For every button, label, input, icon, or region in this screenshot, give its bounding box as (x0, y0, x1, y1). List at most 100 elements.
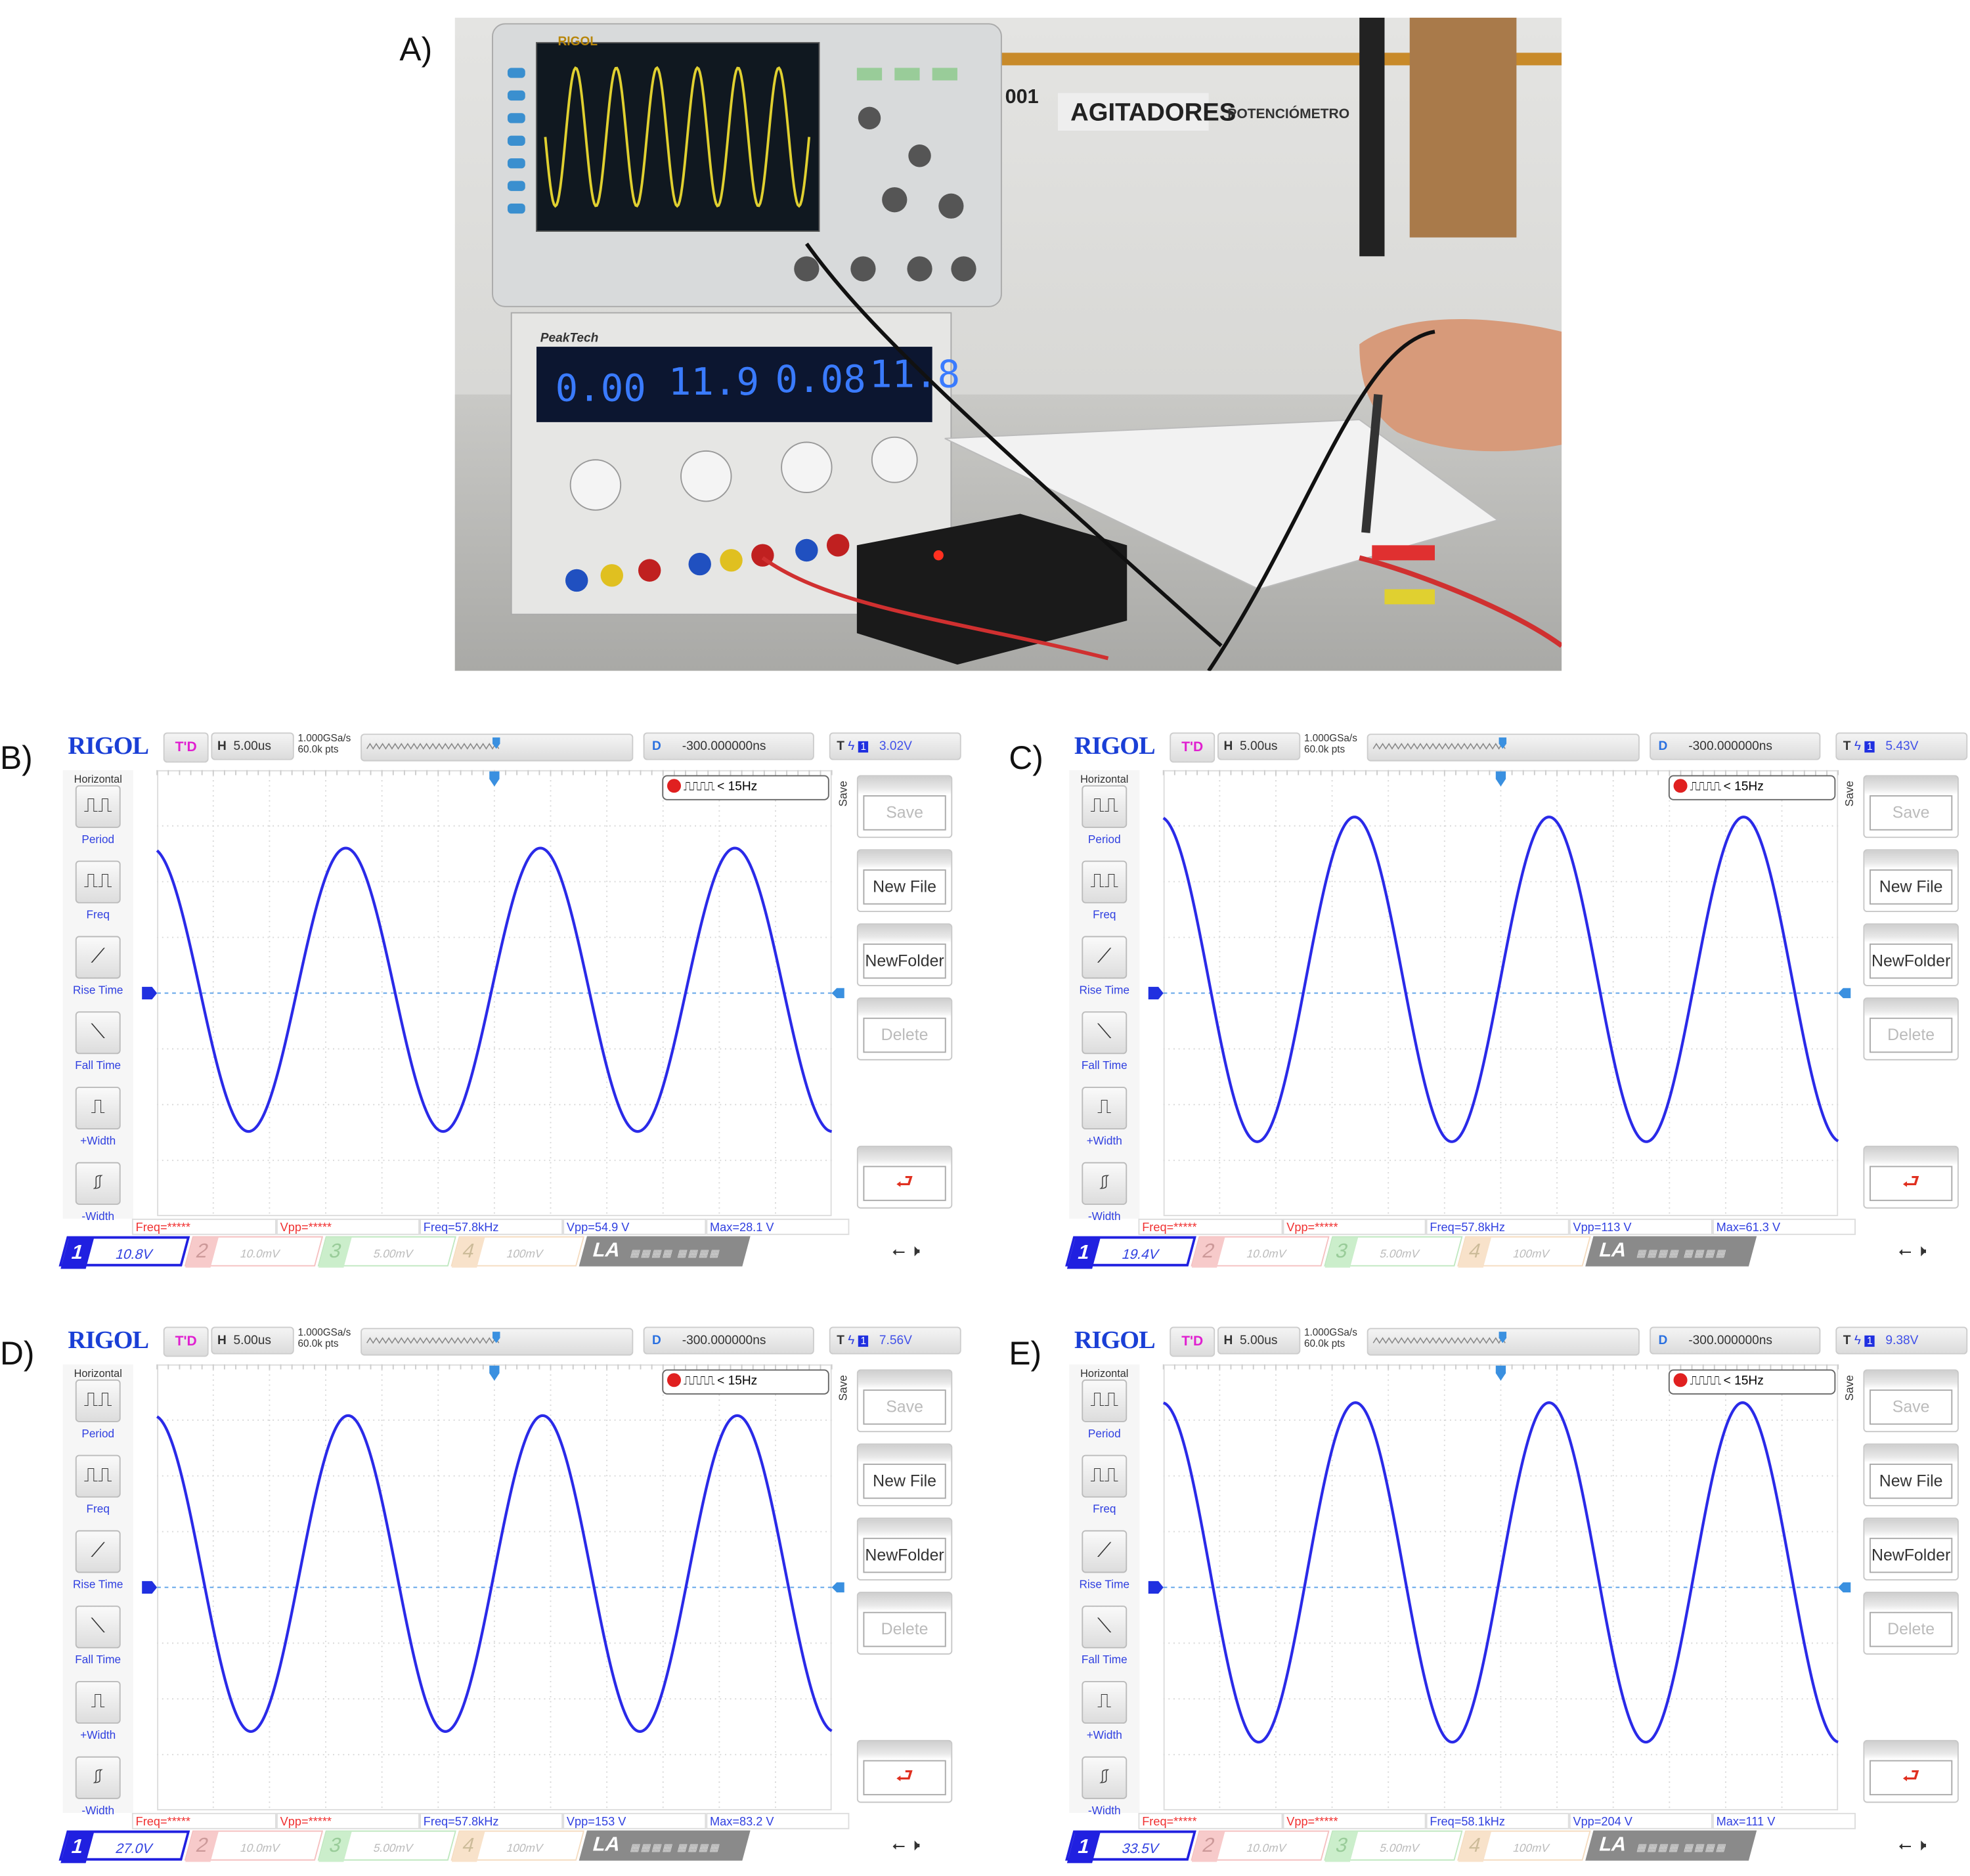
trigger-box[interactable]: T ϟ 1 9.38V (1835, 1326, 1968, 1355)
measure-max-ch1: Max=83.2 V (706, 1812, 850, 1829)
logic-analyzer-tab[interactable]: LA ▦▦▦▦ ▦▦▦▦ (579, 1236, 751, 1267)
trigger-level-marker (1838, 1582, 1851, 1593)
delete-softkey[interactable]: Delete (1863, 997, 1959, 1060)
channel-4-tab[interactable]: 4 100mV (450, 1830, 585, 1862)
return-softkey[interactable]: ⮐ (856, 1145, 953, 1209)
logic-analyzer-tab[interactable]: LA ▦▦▦▦ ▦▦▦▦ (1585, 1830, 1757, 1861)
new-file-softkey[interactable]: New File (1863, 849, 1959, 913)
measure-fall-time-icon[interactable]: ⟍ (1082, 1011, 1127, 1055)
new-folder-softkey[interactable]: NewFolder (856, 923, 953, 986)
measure-period-icon[interactable]: ⎍⎍ (1082, 1379, 1127, 1422)
timebase-box[interactable]: H 5.00us (211, 732, 294, 760)
new-file-softkey[interactable]: New File (856, 1443, 953, 1507)
measure-label: Period (81, 833, 115, 846)
measure-sidebar: Horizontal ⎍⎍ Period ⎍⎍ Freq ⟋ Rise Time ⟍ Fall… (1069, 1364, 1140, 1817)
new-file-softkey[interactable]: New File (856, 849, 953, 913)
timebase-box[interactable]: H 5.00us (211, 1326, 294, 1355)
measure-rise-time-icon[interactable]: ⟋ (1082, 936, 1127, 979)
measure-rise-time-icon[interactable]: ⟋ (75, 1530, 121, 1573)
usb-sound-icons: ⭠ 🕨 (892, 1241, 920, 1261)
measure-freq-icon[interactable]: ⎍⎍ (1082, 860, 1127, 904)
channel-3-tab[interactable]: 3 5.00mV (317, 1830, 456, 1862)
measure-label: Fall Time (1081, 1653, 1127, 1667)
channel-4-tab[interactable]: 4 100mV (450, 1236, 585, 1268)
delete-softkey[interactable]: Delete (856, 997, 953, 1060)
trigger-box[interactable]: T ϟ 1 5.43V (1835, 732, 1968, 760)
new-file-softkey[interactable]: New File (1863, 1443, 1959, 1507)
measure-width-icon[interactable]: ⎎ (1082, 1162, 1127, 1205)
save-softkey[interactable]: Save (1863, 775, 1959, 839)
channel-2-tab[interactable]: 2 10.0mV (1191, 1830, 1330, 1862)
channel-2-tab[interactable]: 2 10.0mV (1191, 1236, 1330, 1268)
return-softkey[interactable]: ⮐ (1863, 1739, 1959, 1803)
measure-freq-icon[interactable]: ⎍⎍ (75, 860, 121, 904)
timebase-box[interactable]: H 5.00us (1217, 732, 1301, 760)
trigger-status[interactable]: T'D (1170, 1326, 1215, 1357)
measure-fall-time-icon[interactable]: ⟍ (75, 1011, 121, 1055)
measure-freq-ch2: Freq=***** (131, 1812, 276, 1829)
save-softkey[interactable]: Save (1863, 1369, 1959, 1433)
measure-period-icon[interactable]: ⎍⎍ (75, 785, 121, 828)
measure-width-icon[interactable]: ⎍ (75, 1087, 121, 1130)
return-softkey[interactable]: ⮐ (856, 1739, 953, 1803)
measure-width-icon[interactable]: ⎎ (75, 1162, 121, 1205)
channel-2-tab[interactable]: 2 10.0mV (184, 1236, 324, 1268)
trigger-status[interactable]: T'D (163, 1326, 209, 1357)
channel-3-tab[interactable]: 3 5.00mV (1324, 1236, 1463, 1268)
save-softkey[interactable]: Save (856, 1369, 953, 1433)
measure-width-icon[interactable]: ⎎ (75, 1756, 121, 1799)
measure-freq-ch2: Freq=***** (1138, 1812, 1283, 1829)
logic-analyzer-tab[interactable]: LA ▦▦▦▦ ▦▦▦▦ (579, 1830, 751, 1861)
measure-freq-icon[interactable]: ⎍⎍ (75, 1454, 121, 1498)
delay-box[interactable]: D -300.000000ns (643, 732, 814, 760)
channel-1-tab[interactable]: 1 19.4V (1065, 1236, 1196, 1269)
channel-3-tab[interactable]: 3 5.00mV (1324, 1830, 1463, 1862)
measure-width-icon[interactable]: ⎍ (1082, 1087, 1127, 1130)
channel-4-tab[interactable]: 4 100mV (1457, 1236, 1591, 1268)
measure-width-icon[interactable]: ⎎ (1082, 1756, 1127, 1799)
trigger-level-marker (1838, 988, 1851, 999)
measure-width-icon[interactable]: ⎍ (1082, 1680, 1127, 1724)
new-folder-softkey[interactable]: NewFolder (856, 1517, 953, 1581)
delete-softkey[interactable]: Delete (1863, 1592, 1959, 1655)
trigger-box[interactable]: T ϟ 1 7.56V (829, 1326, 961, 1355)
measure-rise-time-icon[interactable]: ⟋ (1082, 1530, 1127, 1573)
measure-label: +Width (1086, 1728, 1122, 1741)
delay-box[interactable]: D -300.000000ns (1650, 1326, 1821, 1355)
channel-4-tab[interactable]: 4 100mV (1457, 1830, 1591, 1862)
timebase-value: 5.00us (233, 1334, 271, 1348)
figure-label-c: C) (1009, 739, 1043, 777)
scope-panel-e: RIGOL T'D H 5.00us 1.000GSa/s 60.0k pts D… (1065, 1322, 1970, 1864)
trigger-box[interactable]: T ϟ 1 3.02V (829, 732, 961, 760)
timebase-box[interactable]: H 5.00us (1217, 1326, 1301, 1355)
usb-icon: ⭠ (1898, 1835, 1912, 1855)
new-folder-softkey[interactable]: NewFolder (1863, 1517, 1959, 1581)
channel-3-tab[interactable]: 3 5.00mV (317, 1236, 456, 1268)
save-softkey[interactable]: Save (856, 775, 953, 839)
measure-fall-time-icon[interactable]: ⟍ (1082, 1605, 1127, 1649)
logic-analyzer-tab[interactable]: LA ▦▦▦▦ ▦▦▦▦ (1585, 1236, 1757, 1267)
delay-box[interactable]: D -300.000000ns (643, 1326, 814, 1355)
return-softkey[interactable]: ⮐ (1863, 1145, 1959, 1209)
measure-period-icon[interactable]: ⎍⎍ (1082, 785, 1127, 828)
memory-timeline[interactable] (361, 1328, 634, 1356)
measure-period-icon[interactable]: ⎍⎍ (75, 1379, 121, 1422)
channel-1-tab[interactable]: 1 10.8V (58, 1236, 190, 1269)
channel-1-tab[interactable]: 1 33.5V (1065, 1830, 1196, 1864)
memory-timeline[interactable] (1367, 733, 1640, 762)
trigger-status[interactable]: T'D (1170, 732, 1215, 763)
channel-2-tab[interactable]: 2 10.0mV (184, 1830, 324, 1862)
delay-box[interactable]: D -300.000000ns (1650, 732, 1821, 760)
delay-icon: D (652, 739, 661, 754)
channel-1-tab[interactable]: 1 27.0V (58, 1830, 190, 1864)
memory-timeline[interactable] (1367, 1328, 1640, 1356)
new-folder-softkey[interactable]: NewFolder (1863, 923, 1959, 986)
measure-freq-icon[interactable]: ⎍⎍ (1082, 1454, 1127, 1498)
ch1-ground-marker (142, 986, 158, 1000)
measure-rise-time-icon[interactable]: ⟋ (75, 936, 121, 979)
measure-width-icon[interactable]: ⎍ (75, 1680, 121, 1724)
trigger-status[interactable]: T'D (163, 732, 209, 763)
memory-timeline[interactable] (361, 733, 634, 762)
delete-softkey[interactable]: Delete (856, 1592, 953, 1655)
measure-fall-time-icon[interactable]: ⟍ (75, 1605, 121, 1649)
